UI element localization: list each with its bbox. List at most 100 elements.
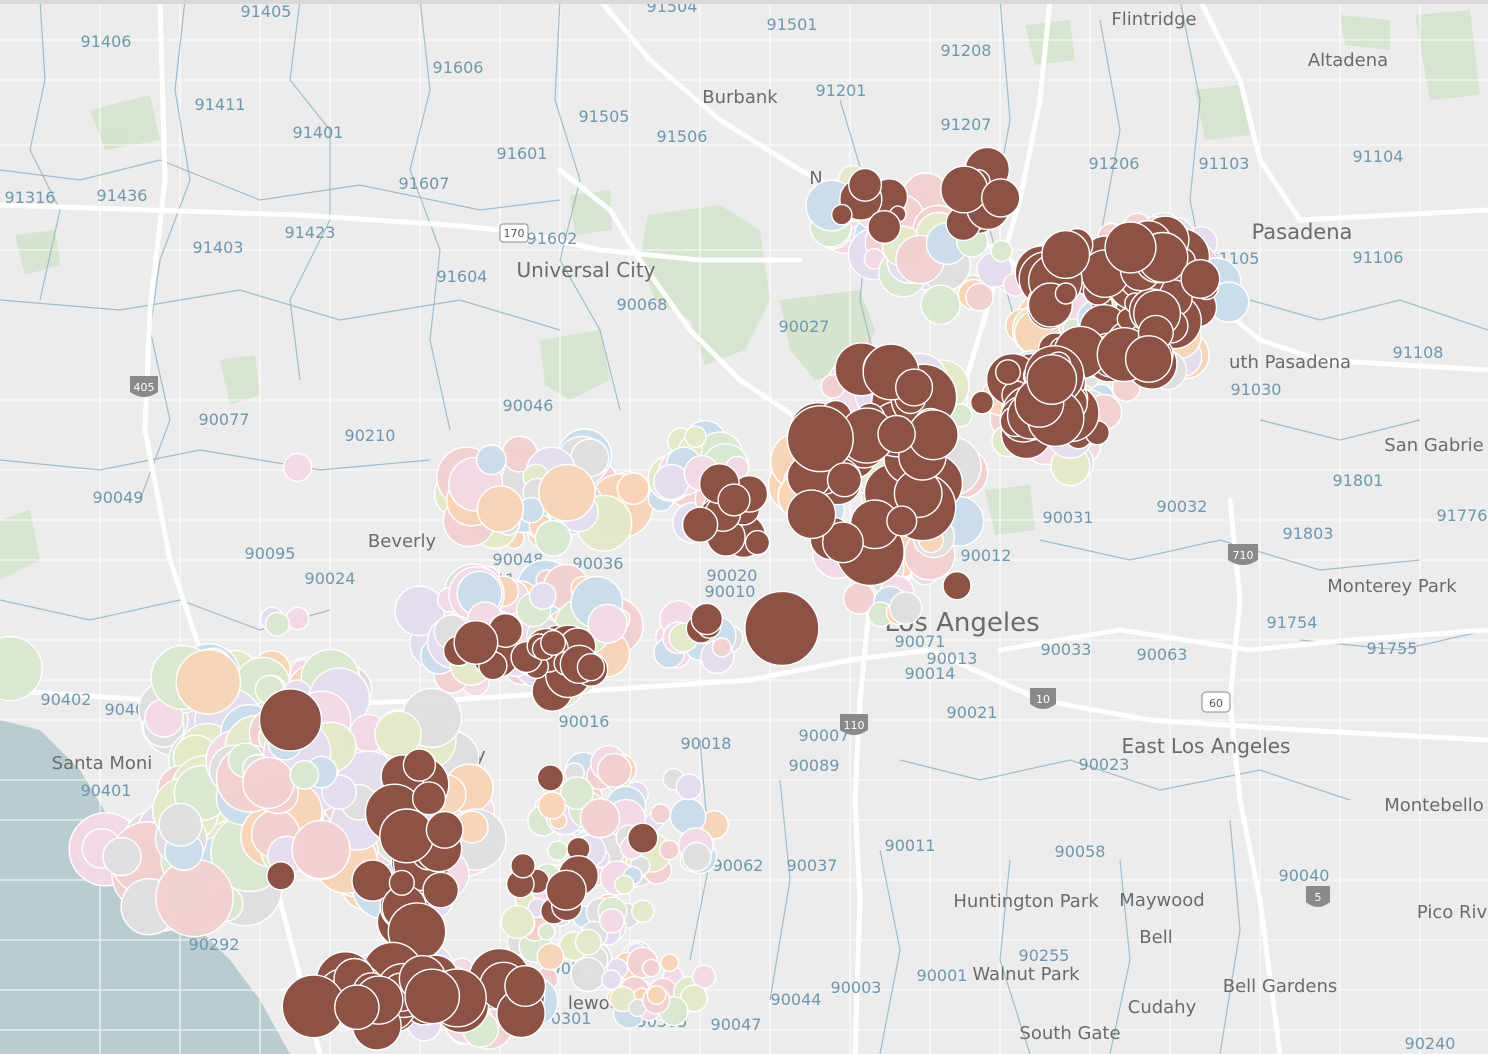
highlight-bubble[interactable] bbox=[258, 688, 323, 752]
highlight-bubble[interactable] bbox=[821, 521, 864, 564]
highlight-bubble[interactable] bbox=[744, 590, 820, 667]
zip-label: 90077 bbox=[199, 410, 250, 429]
data-bubble[interactable] bbox=[291, 819, 351, 880]
data-bubble[interactable] bbox=[537, 791, 567, 820]
data-bubble[interactable] bbox=[920, 284, 961, 326]
zip-label: 90031 bbox=[1043, 508, 1094, 527]
city-label: Burbank bbox=[702, 87, 778, 108]
highlight-bubble[interactable] bbox=[826, 462, 862, 498]
data-bubble[interactable] bbox=[528, 582, 557, 610]
highlight-bubble[interactable] bbox=[627, 822, 659, 854]
highlight-bubble[interactable] bbox=[422, 871, 460, 909]
highlight-bubble[interactable] bbox=[867, 209, 902, 244]
data-bubble[interactable] bbox=[538, 463, 596, 522]
highlight-bubble[interactable] bbox=[536, 764, 565, 792]
highlight-bubble[interactable] bbox=[404, 968, 461, 1025]
highlight-bubble[interactable] bbox=[425, 810, 464, 849]
highlight-bubble[interactable] bbox=[886, 505, 918, 537]
data-bubble[interactable] bbox=[559, 776, 594, 811]
data-bubble[interactable] bbox=[587, 603, 628, 644]
highlight-bubble[interactable] bbox=[1026, 354, 1078, 405]
shield-5-label: 5 bbox=[1315, 891, 1322, 904]
data-bubble[interactable] bbox=[596, 752, 632, 788]
data-bubble[interactable] bbox=[681, 841, 712, 872]
highlight-bubble[interactable] bbox=[453, 620, 499, 666]
highlight-bubble[interactable] bbox=[744, 529, 771, 556]
highlight-bubble[interactable] bbox=[1124, 335, 1173, 383]
data-bubble[interactable] bbox=[155, 858, 234, 938]
highlight-bubble[interactable] bbox=[942, 571, 972, 601]
data-bubble[interactable] bbox=[242, 756, 295, 810]
data-bubble[interactable] bbox=[579, 798, 621, 839]
data-bubble[interactable] bbox=[158, 802, 203, 847]
highlight-bubble[interactable] bbox=[981, 178, 1021, 218]
highlight-bubble[interactable] bbox=[995, 359, 1022, 386]
data-bubble[interactable] bbox=[650, 803, 671, 825]
highlight-bubble[interactable] bbox=[786, 489, 837, 540]
highlight-bubble[interactable] bbox=[504, 965, 547, 1008]
highlight-bubble[interactable] bbox=[1180, 259, 1221, 300]
highlight-bubble[interactable] bbox=[970, 390, 995, 415]
highlight-bubble[interactable] bbox=[334, 984, 380, 1031]
data-bubble[interactable] bbox=[616, 472, 650, 506]
highlight-bubble[interactable] bbox=[877, 414, 916, 454]
data-bubble[interactable] bbox=[570, 956, 606, 993]
data-bubble[interactable] bbox=[534, 519, 572, 557]
data-bubble[interactable] bbox=[631, 899, 655, 924]
data-bubble[interactable] bbox=[601, 969, 622, 991]
highlight-bubble[interactable] bbox=[545, 869, 587, 911]
data-bubble[interactable] bbox=[476, 485, 525, 533]
highlight-bubble[interactable] bbox=[1054, 282, 1078, 305]
highlight-bubble[interactable] bbox=[402, 748, 437, 782]
data-bubble[interactable] bbox=[282, 452, 313, 483]
highlight-bubble[interactable] bbox=[681, 506, 719, 543]
zip-label: 90095 bbox=[245, 544, 296, 563]
data-bubble[interactable] bbox=[691, 964, 717, 989]
data-bubble[interactable] bbox=[599, 908, 625, 934]
data-bubble[interactable] bbox=[660, 953, 680, 972]
highlight-bubble[interactable] bbox=[831, 203, 853, 226]
highlight-bubble[interactable] bbox=[510, 852, 536, 879]
highlight-bubble[interactable] bbox=[411, 781, 447, 816]
highlight-bubble[interactable] bbox=[576, 653, 606, 682]
shield-710: 710 bbox=[1228, 544, 1258, 565]
highlight-bubble[interactable] bbox=[786, 405, 854, 473]
data-bubble[interactable] bbox=[889, 591, 923, 625]
highlight-bubble[interactable] bbox=[388, 869, 415, 896]
data-bubble[interactable] bbox=[289, 760, 320, 790]
highlight-bubble[interactable] bbox=[1041, 229, 1091, 279]
city-label: Monterey Park bbox=[1327, 576, 1457, 597]
data-bubble[interactable] bbox=[500, 904, 535, 940]
zip-label: 90027 bbox=[779, 317, 830, 336]
data-bubble[interactable] bbox=[658, 839, 680, 861]
data-bubble[interactable] bbox=[646, 985, 667, 1005]
data-bubble[interactable] bbox=[675, 773, 703, 801]
data-bubble[interactable] bbox=[684, 425, 707, 448]
highlight-bubble[interactable] bbox=[717, 483, 751, 517]
data-bubble[interactable] bbox=[547, 840, 568, 861]
data-bubble[interactable] bbox=[475, 444, 507, 476]
highlight-bubble[interactable] bbox=[848, 167, 883, 202]
highlight-bubble[interactable] bbox=[894, 368, 934, 407]
highlight-bubble[interactable] bbox=[690, 602, 724, 636]
highlight-bubble[interactable] bbox=[379, 808, 435, 864]
data-bubble[interactable] bbox=[574, 928, 602, 956]
data-bubble[interactable] bbox=[965, 282, 994, 312]
data-bubble[interactable] bbox=[0, 635, 43, 702]
data-bubble[interactable] bbox=[536, 942, 565, 971]
data-bubble[interactable] bbox=[642, 958, 661, 978]
data-bubble[interactable] bbox=[614, 874, 635, 895]
data-bubble[interactable] bbox=[537, 922, 556, 941]
data-bubble[interactable] bbox=[711, 637, 732, 658]
highlight-bubble[interactable] bbox=[940, 165, 989, 214]
highlight-bubble[interactable] bbox=[1104, 221, 1157, 274]
data-bubble[interactable] bbox=[175, 649, 242, 715]
shield-10-label: 10 bbox=[1036, 693, 1050, 706]
data-bubble[interactable] bbox=[102, 836, 142, 877]
data-bubble[interactable] bbox=[990, 239, 1013, 263]
data-bubble[interactable] bbox=[653, 463, 690, 501]
highlight-bubble[interactable] bbox=[266, 861, 296, 891]
data-bubble[interactable] bbox=[264, 611, 290, 637]
highlight-bubble[interactable] bbox=[540, 629, 567, 656]
